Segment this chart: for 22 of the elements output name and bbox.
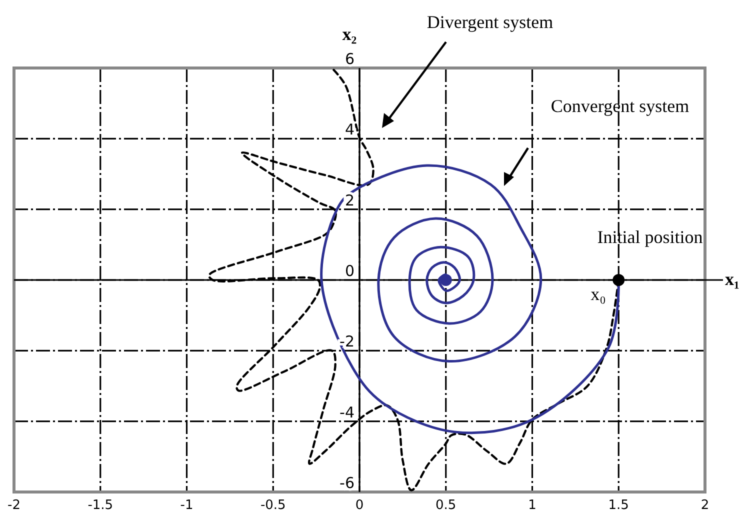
y-tick-label: 2 [344, 191, 354, 210]
annotation: x₀ [590, 284, 606, 304]
y-tick-label: 0 [344, 262, 354, 280]
y-tick-label: 6 [344, 50, 354, 68]
x-tick-label: 1.5 [608, 498, 629, 513]
x-tick-label: -1 [180, 498, 194, 513]
x-tick-label: -1.5 [88, 498, 114, 513]
x-tick-label: 1 [528, 498, 536, 513]
text: Divergent system [426, 12, 554, 32]
x-tick-label: -0.5 [260, 498, 286, 513]
y-tick-label: -2 [340, 332, 354, 351]
x-tick-label: 2 [700, 498, 710, 513]
annotation: Convergent system [550, 96, 690, 116]
x-tick-label: 0.5 [436, 498, 456, 513]
y-tick-label: -4 [340, 403, 354, 422]
x-tick-label: -2 [8, 498, 20, 513]
y-tick-label: -6 [340, 474, 354, 492]
y-tick-label: 4 [344, 120, 354, 139]
x-axis-title: x₁ [725, 269, 740, 289]
annotation: Initial position [597, 227, 703, 247]
y-axis-title: x₂ [342, 24, 357, 44]
x-tick-label: 0 [355, 498, 364, 513]
